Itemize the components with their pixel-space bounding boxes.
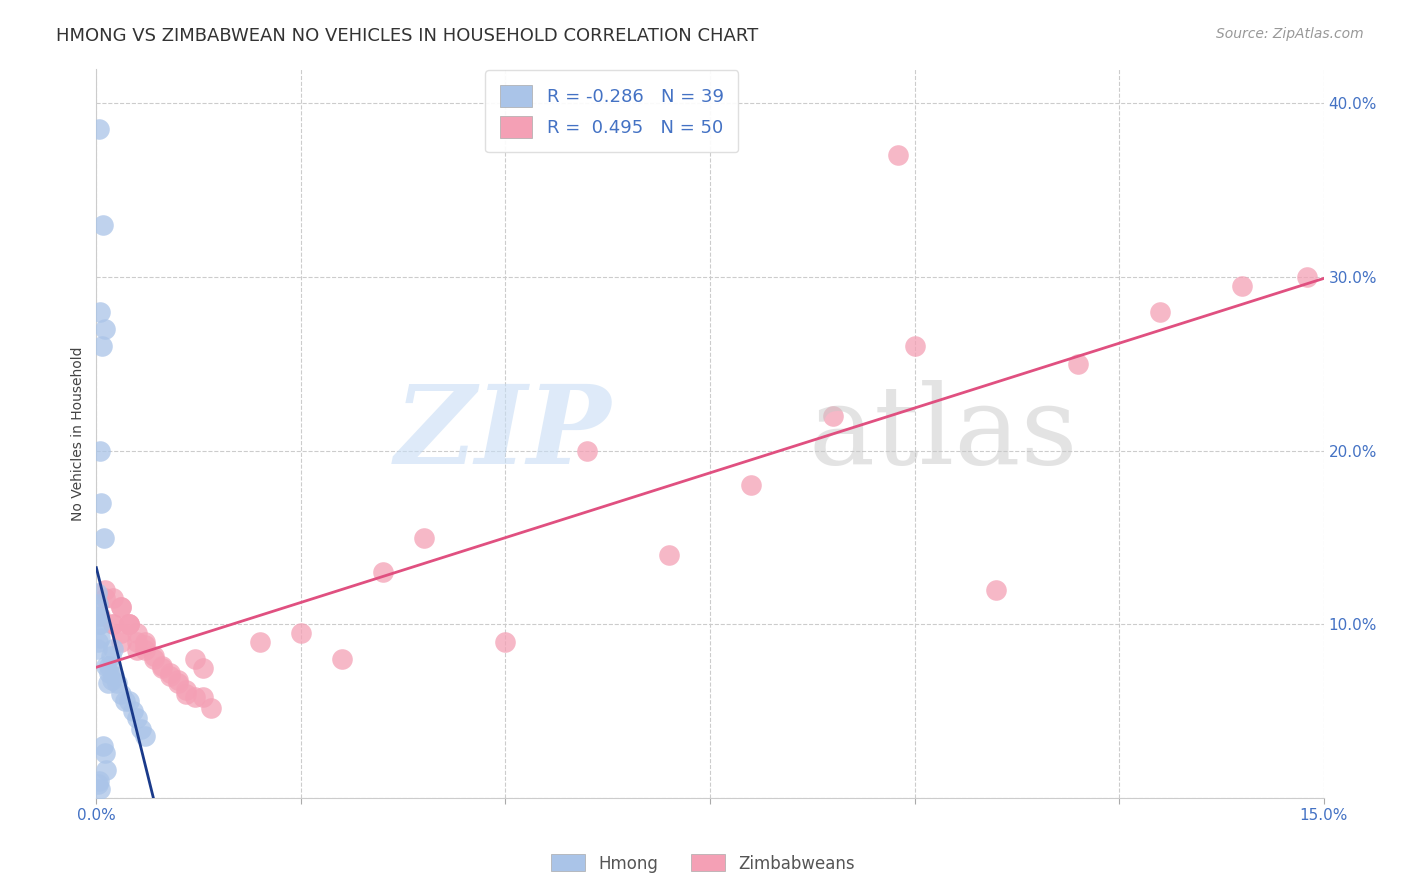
Point bbox=[118, 694, 141, 708]
Point bbox=[103, 669, 125, 683]
Point bbox=[101, 673, 124, 687]
Point bbox=[118, 617, 141, 632]
Point bbox=[89, 304, 111, 318]
Point bbox=[93, 531, 115, 545]
Point bbox=[110, 634, 132, 648]
Text: atlas: atlas bbox=[808, 380, 1078, 487]
Text: HMONG VS ZIMBABWEAN NO VEHICLES IN HOUSEHOLD CORRELATION CHART: HMONG VS ZIMBABWEAN NO VEHICLES IN HOUSE… bbox=[56, 27, 758, 45]
Point bbox=[167, 673, 190, 687]
Point bbox=[105, 676, 128, 690]
Point bbox=[887, 148, 910, 162]
Point bbox=[87, 634, 110, 648]
Point bbox=[1296, 269, 1319, 284]
Point bbox=[118, 617, 141, 632]
Point bbox=[127, 711, 149, 725]
Point bbox=[101, 591, 124, 606]
Point bbox=[87, 777, 110, 791]
Point bbox=[412, 531, 434, 545]
Point bbox=[87, 617, 110, 632]
Point bbox=[97, 659, 120, 673]
Point bbox=[658, 548, 681, 562]
Point bbox=[86, 641, 108, 656]
Point bbox=[96, 764, 118, 778]
Point bbox=[93, 591, 115, 606]
Point bbox=[100, 648, 122, 663]
Point bbox=[89, 782, 111, 797]
Point bbox=[134, 729, 156, 743]
Text: Source: ZipAtlas.com: Source: ZipAtlas.com bbox=[1216, 27, 1364, 41]
Point bbox=[101, 617, 124, 632]
Point bbox=[494, 634, 516, 648]
Point bbox=[191, 690, 214, 705]
Point bbox=[371, 566, 394, 580]
Point bbox=[159, 669, 181, 683]
Point bbox=[176, 687, 198, 701]
Point bbox=[90, 496, 112, 510]
Legend: Hmong, Zimbabweans: Hmong, Zimbabweans bbox=[544, 847, 862, 880]
Point bbox=[134, 638, 156, 652]
Point bbox=[110, 687, 132, 701]
Point bbox=[127, 626, 149, 640]
Point bbox=[89, 608, 111, 623]
Point bbox=[740, 478, 762, 492]
Point bbox=[87, 597, 110, 611]
Point bbox=[89, 443, 111, 458]
Point bbox=[86, 603, 108, 617]
Point bbox=[93, 322, 115, 336]
Point bbox=[86, 610, 108, 624]
Point bbox=[91, 218, 114, 232]
Point bbox=[142, 648, 165, 663]
Point bbox=[986, 582, 1008, 597]
Point bbox=[114, 694, 136, 708]
Point bbox=[118, 617, 141, 632]
Point bbox=[290, 626, 312, 640]
Point bbox=[93, 582, 115, 597]
Point bbox=[134, 634, 156, 648]
Point bbox=[101, 617, 124, 632]
Point bbox=[134, 643, 156, 657]
Text: ZIP: ZIP bbox=[395, 379, 612, 487]
Point bbox=[249, 634, 271, 648]
Point bbox=[86, 586, 108, 600]
Point bbox=[127, 634, 149, 648]
Point bbox=[159, 665, 181, 680]
Point bbox=[200, 700, 222, 714]
Point bbox=[1230, 278, 1253, 293]
Point bbox=[821, 409, 844, 423]
Point bbox=[110, 599, 132, 614]
Point bbox=[142, 652, 165, 666]
Point bbox=[131, 722, 153, 736]
Point bbox=[150, 661, 173, 675]
Point bbox=[176, 683, 198, 698]
Point bbox=[89, 632, 111, 646]
Point bbox=[91, 339, 114, 353]
Point bbox=[167, 676, 190, 690]
Legend: R = -0.286   N = 39, R =  0.495   N = 50: R = -0.286 N = 39, R = 0.495 N = 50 bbox=[485, 70, 738, 153]
Point bbox=[1149, 304, 1171, 318]
Point bbox=[89, 617, 111, 632]
Point bbox=[183, 690, 205, 705]
Point bbox=[576, 443, 599, 458]
Point bbox=[1067, 357, 1090, 371]
Point bbox=[903, 339, 925, 353]
Point bbox=[101, 641, 124, 656]
Point bbox=[122, 704, 145, 718]
Y-axis label: No Vehicles in Household: No Vehicles in Household bbox=[72, 346, 86, 521]
Point bbox=[110, 599, 132, 614]
Point bbox=[183, 652, 205, 666]
Point bbox=[191, 661, 214, 675]
Point bbox=[96, 659, 118, 673]
Point bbox=[91, 739, 114, 753]
Point bbox=[150, 659, 173, 673]
Point bbox=[97, 676, 120, 690]
Point bbox=[98, 665, 121, 680]
Point bbox=[87, 122, 110, 136]
Point bbox=[110, 626, 132, 640]
Point bbox=[330, 652, 353, 666]
Point bbox=[87, 773, 110, 788]
Point bbox=[93, 746, 115, 760]
Point bbox=[127, 643, 149, 657]
